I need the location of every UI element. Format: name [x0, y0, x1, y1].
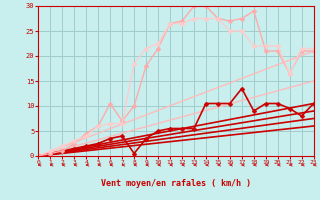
X-axis label: Vent moyen/en rafales ( km/h ): Vent moyen/en rafales ( km/h ): [101, 179, 251, 188]
